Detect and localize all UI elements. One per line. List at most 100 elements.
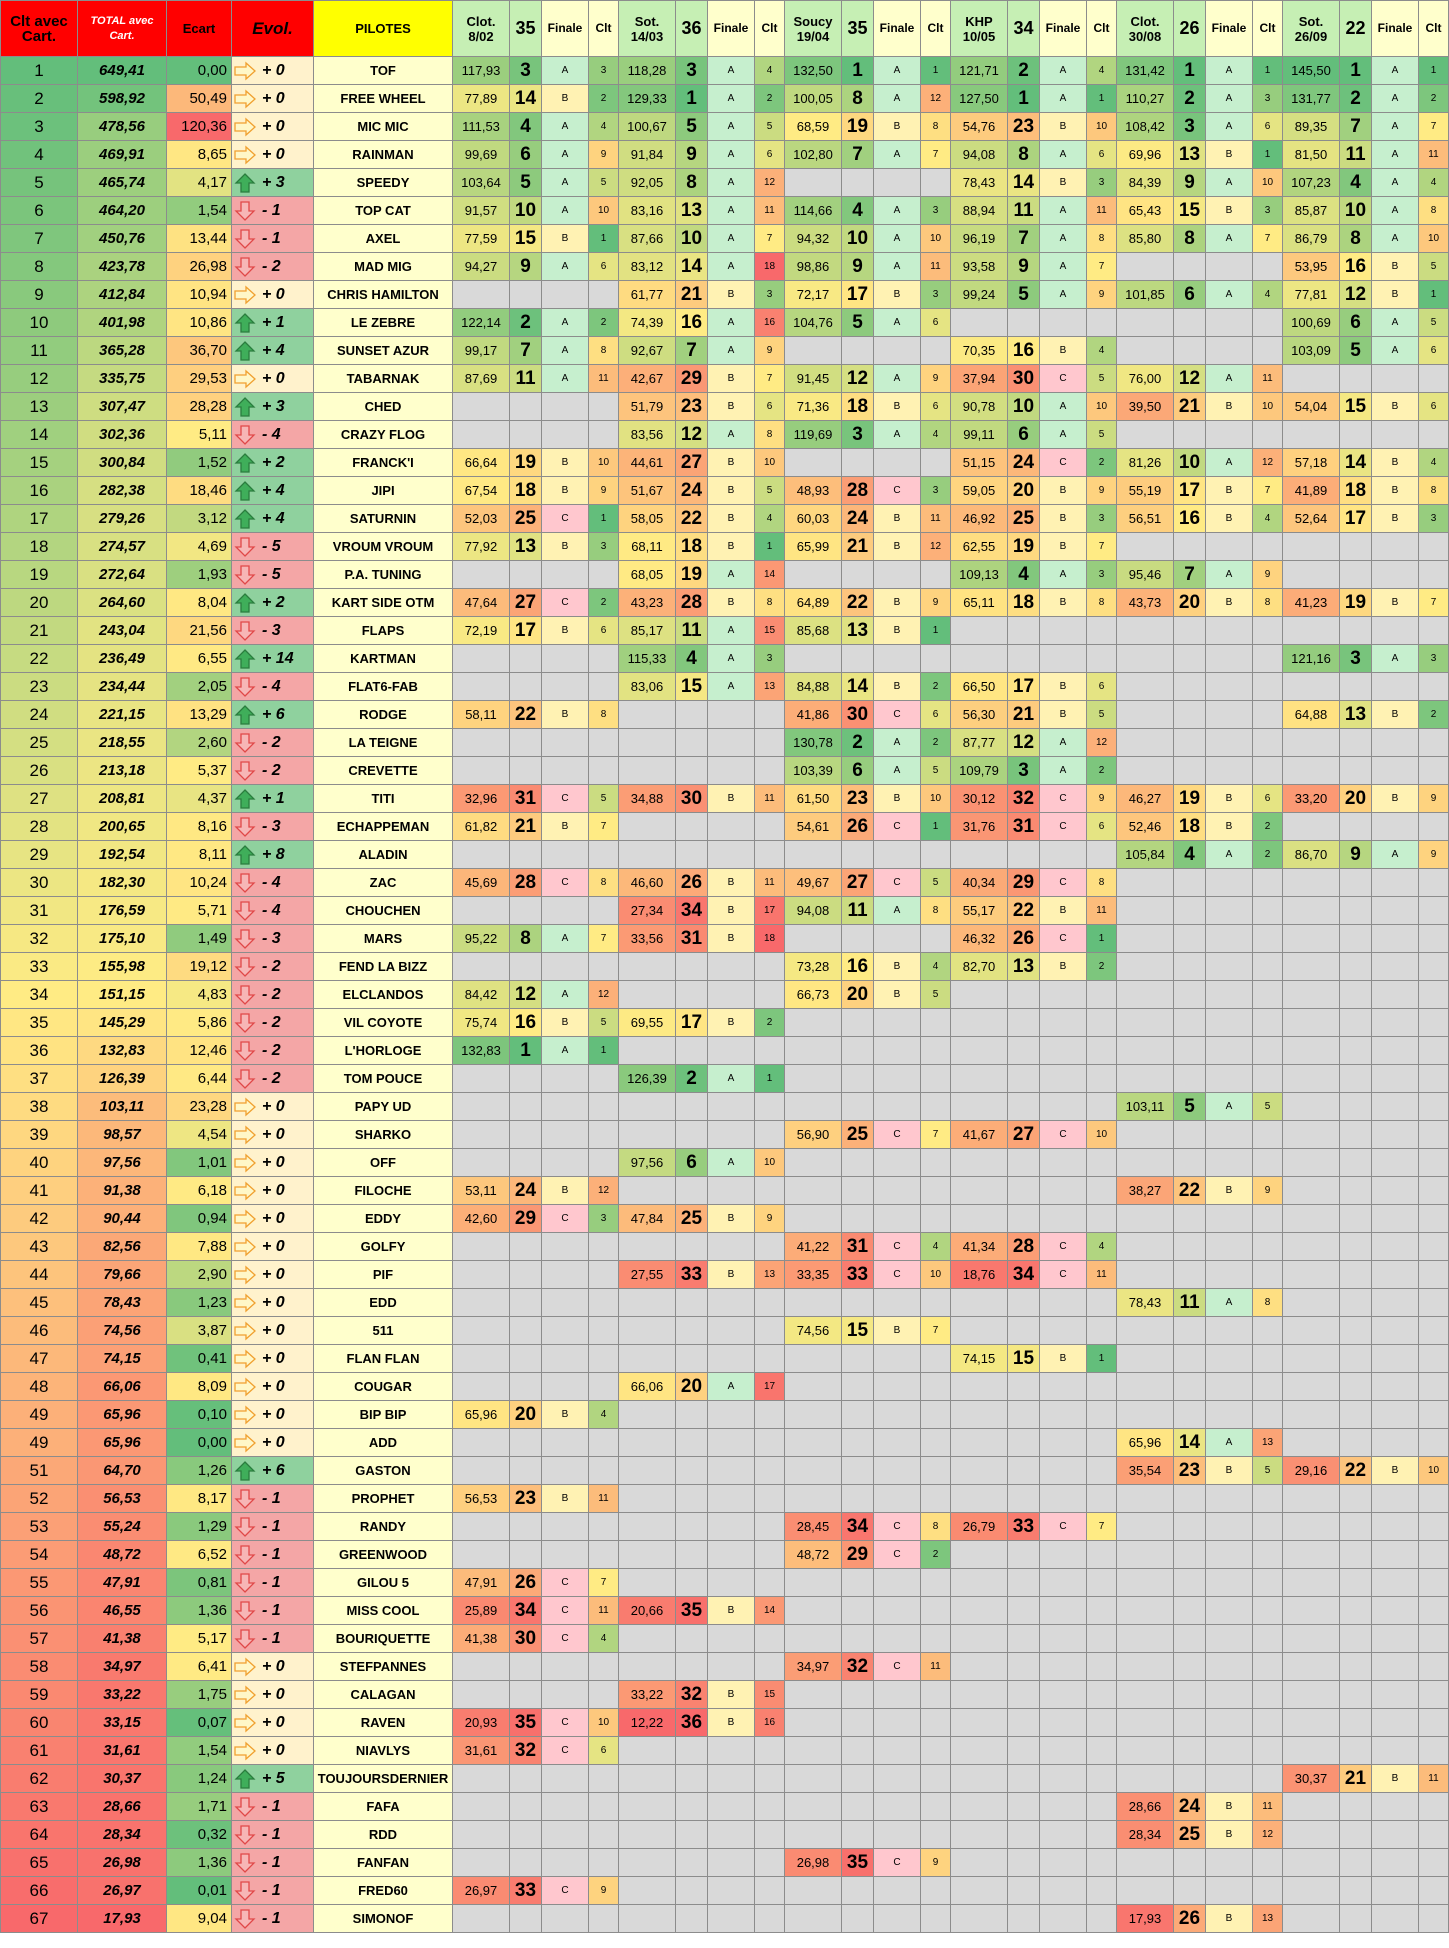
empty-cell xyxy=(1371,1176,1419,1205)
empty-cell xyxy=(618,1344,676,1373)
race-score: 56,51 xyxy=(1116,504,1174,533)
race-position: 8 xyxy=(675,168,708,197)
empty-cell xyxy=(588,756,619,785)
empty-cell xyxy=(873,1036,921,1065)
total: 300,84 xyxy=(77,448,167,477)
empty-cell xyxy=(1173,868,1206,897)
empty-cell xyxy=(1282,1064,1340,1093)
empty-cell xyxy=(1173,1876,1206,1905)
empty-cell xyxy=(1252,1148,1283,1177)
pilot-name: TOP CAT xyxy=(313,196,453,225)
ecart: 18,46 xyxy=(166,476,232,505)
pilot-row: 47 74,15 0,41 + 0 FLAN FLAN 74,15 15 B 1 xyxy=(0,1344,1449,1373)
finale-rank: 5 xyxy=(588,168,619,197)
ecart: 19,12 xyxy=(166,952,232,981)
evolution: + 0 xyxy=(231,1232,314,1261)
empty-cell xyxy=(1116,868,1174,897)
total: 65,96 xyxy=(77,1400,167,1429)
empty-cell xyxy=(950,1764,1008,1793)
evol-arrow xyxy=(234,172,256,193)
finale-rank: 2 xyxy=(588,84,619,113)
empty-cell xyxy=(1086,1736,1117,1765)
pilot-name: CHED xyxy=(313,392,453,421)
finale-rank: 5 xyxy=(1252,1456,1283,1485)
race-score: 57,18 xyxy=(1282,448,1340,477)
race-score: 83,16 xyxy=(618,196,676,225)
empty-cell xyxy=(873,1456,921,1485)
empty-cell xyxy=(1339,1876,1372,1905)
ecart: 5,37 xyxy=(166,756,232,785)
race-position: 5 xyxy=(1007,280,1040,309)
finale: B xyxy=(707,364,755,393)
empty-cell xyxy=(950,1792,1008,1821)
finale-rank: 2 xyxy=(1086,448,1117,477)
pilot-name: CREVETTE xyxy=(313,756,453,785)
ecart: 10,24 xyxy=(166,868,232,897)
empty-cell xyxy=(707,980,755,1009)
empty-cell xyxy=(1205,308,1253,337)
finale-rank: 12 xyxy=(920,532,951,561)
evol-value: + 4 xyxy=(262,341,285,359)
empty-cell xyxy=(1205,1568,1253,1597)
pilot-name: NIAVLYS xyxy=(313,1736,453,1765)
ecart: 1,54 xyxy=(166,196,232,225)
race-position: 3 xyxy=(1007,756,1040,785)
empty-cell xyxy=(1116,1876,1174,1905)
empty-cell xyxy=(452,1792,510,1821)
finale: B xyxy=(873,504,921,533)
evol-arrow xyxy=(234,1097,256,1116)
empty-cell xyxy=(1086,1708,1117,1737)
race-score: 51,67 xyxy=(618,476,676,505)
empty-cell xyxy=(784,924,842,953)
empty-cell xyxy=(1252,1344,1283,1373)
finale-rank: 7 xyxy=(1252,224,1283,253)
pilot-name: VROUM VROUM xyxy=(313,532,453,561)
finale-rank: 11 xyxy=(1086,196,1117,225)
empty-cell xyxy=(950,1036,1008,1065)
race-position: 12 xyxy=(1339,280,1372,309)
empty-cell xyxy=(588,1680,619,1709)
empty-cell xyxy=(1116,952,1174,981)
empty-cell xyxy=(588,1540,619,1569)
race-position: 20 xyxy=(841,980,874,1009)
finale-rank: 3 xyxy=(588,56,619,85)
empty-cell xyxy=(920,840,951,869)
empty-cell xyxy=(841,1624,874,1653)
empty-cell xyxy=(873,1092,921,1121)
race-position: 13 xyxy=(509,532,542,561)
evol-value: - 4 xyxy=(262,901,281,919)
race-score: 103,11 xyxy=(1116,1092,1174,1121)
evol-value: + 0 xyxy=(262,1657,285,1675)
race-position: 17 xyxy=(1007,672,1040,701)
empty-cell xyxy=(675,1848,708,1877)
ecart: 10,86 xyxy=(166,308,232,337)
finale: B xyxy=(541,224,589,253)
race-score: 130,78 xyxy=(784,728,842,757)
race-position: 9 xyxy=(1007,252,1040,281)
evol-arrow xyxy=(234,1713,256,1732)
finale: A xyxy=(1205,1092,1253,1121)
race-score: 87,69 xyxy=(452,364,510,393)
empty-cell xyxy=(1173,616,1206,645)
empty-cell xyxy=(784,1008,842,1037)
empty-cell xyxy=(1116,1568,1174,1597)
empty-cell xyxy=(1173,700,1206,729)
empty-cell xyxy=(1371,1316,1419,1345)
pilot-name: FRED60 xyxy=(313,1876,453,1905)
empty-cell xyxy=(541,1792,589,1821)
empty-cell xyxy=(1339,1036,1372,1065)
empty-cell xyxy=(1039,1708,1087,1737)
empty-cell xyxy=(920,1456,951,1485)
race-score: 48,93 xyxy=(784,476,842,505)
empty-cell xyxy=(1086,1456,1117,1485)
empty-cell xyxy=(754,1176,785,1205)
finale: A xyxy=(707,84,755,113)
race-position: 12 xyxy=(1007,728,1040,757)
empty-cell xyxy=(950,1652,1008,1681)
empty-cell xyxy=(1116,1512,1174,1541)
empty-cell xyxy=(754,1232,785,1261)
finale: B xyxy=(1205,196,1253,225)
ecart: 29,53 xyxy=(166,364,232,393)
empty-cell xyxy=(1339,1372,1372,1401)
empty-cell xyxy=(920,1148,951,1177)
